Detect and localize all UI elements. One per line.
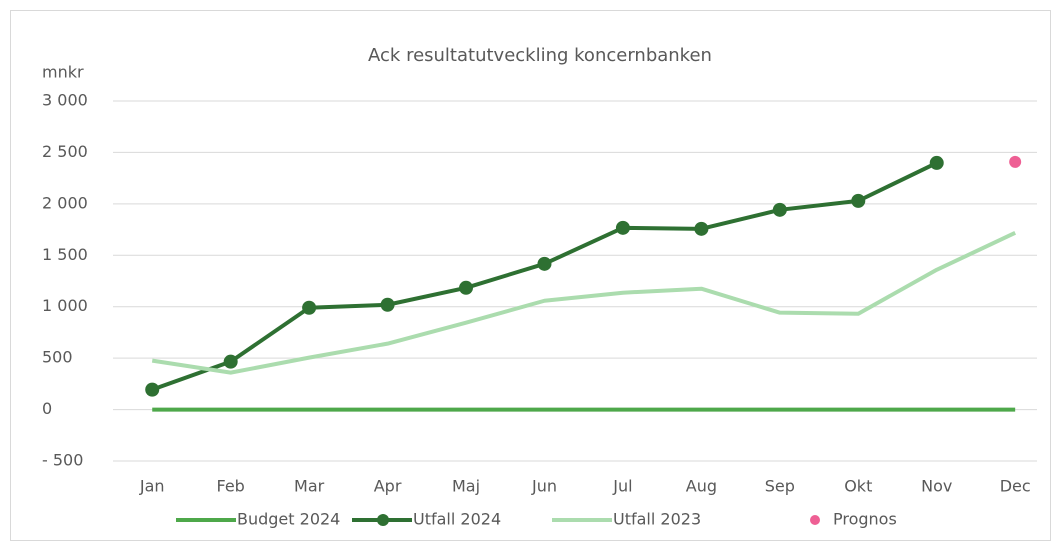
scatter-point	[1009, 155, 1022, 168]
chart-title: Ack resultatutveckling koncernbanken	[368, 45, 712, 66]
y-tick-label: 1 500	[42, 245, 88, 264]
x-tick-label: Mar	[294, 477, 325, 496]
x-tick-label: Nov	[921, 477, 952, 496]
y-tick-label: 3 000	[42, 91, 88, 110]
point-marker	[223, 354, 238, 369]
chart-border	[10, 10, 1051, 541]
point-marker	[694, 221, 709, 236]
x-tick-label: Aug	[686, 477, 717, 496]
point-marker	[772, 202, 787, 217]
x-tick-label: Dec	[1000, 477, 1031, 496]
y-tick-label: 2 500	[42, 142, 88, 161]
point-marker	[145, 382, 160, 397]
series-line	[151, 231, 1017, 375]
legend-marker	[377, 514, 389, 526]
x-tick-label: Apr	[374, 477, 402, 496]
series-line	[151, 161, 938, 392]
legend-label: Budget 2024	[237, 510, 340, 529]
y-tick-label: 1 000	[42, 296, 88, 315]
legend-label: Utfall 2023	[613, 510, 701, 529]
x-tick-label: Jan	[139, 477, 165, 496]
legend-label: Utfall 2024	[413, 510, 501, 529]
x-tick-label: Okt	[844, 477, 872, 496]
y-axis-label: mnkr	[42, 63, 84, 82]
y-tick-label: - 500	[42, 451, 83, 470]
point-marker	[615, 220, 630, 235]
point-marker	[459, 280, 474, 295]
y-tick-label: 500	[42, 348, 73, 367]
x-tick-label: Sep	[765, 477, 795, 496]
point-marker	[380, 297, 395, 312]
x-tick-label: Jul	[612, 477, 632, 496]
legend-label: Prognos	[833, 510, 897, 529]
x-tick-label: Maj	[452, 477, 480, 496]
x-tick-label: Jun	[531, 477, 557, 496]
point-marker	[851, 193, 866, 208]
point-marker	[302, 300, 317, 315]
x-tick-label: Feb	[217, 477, 245, 496]
point-marker	[537, 256, 552, 271]
legend-marker	[810, 515, 820, 525]
y-tick-label: 0	[42, 399, 52, 418]
point-marker	[929, 155, 944, 170]
y-tick-label: 2 000	[42, 193, 88, 212]
